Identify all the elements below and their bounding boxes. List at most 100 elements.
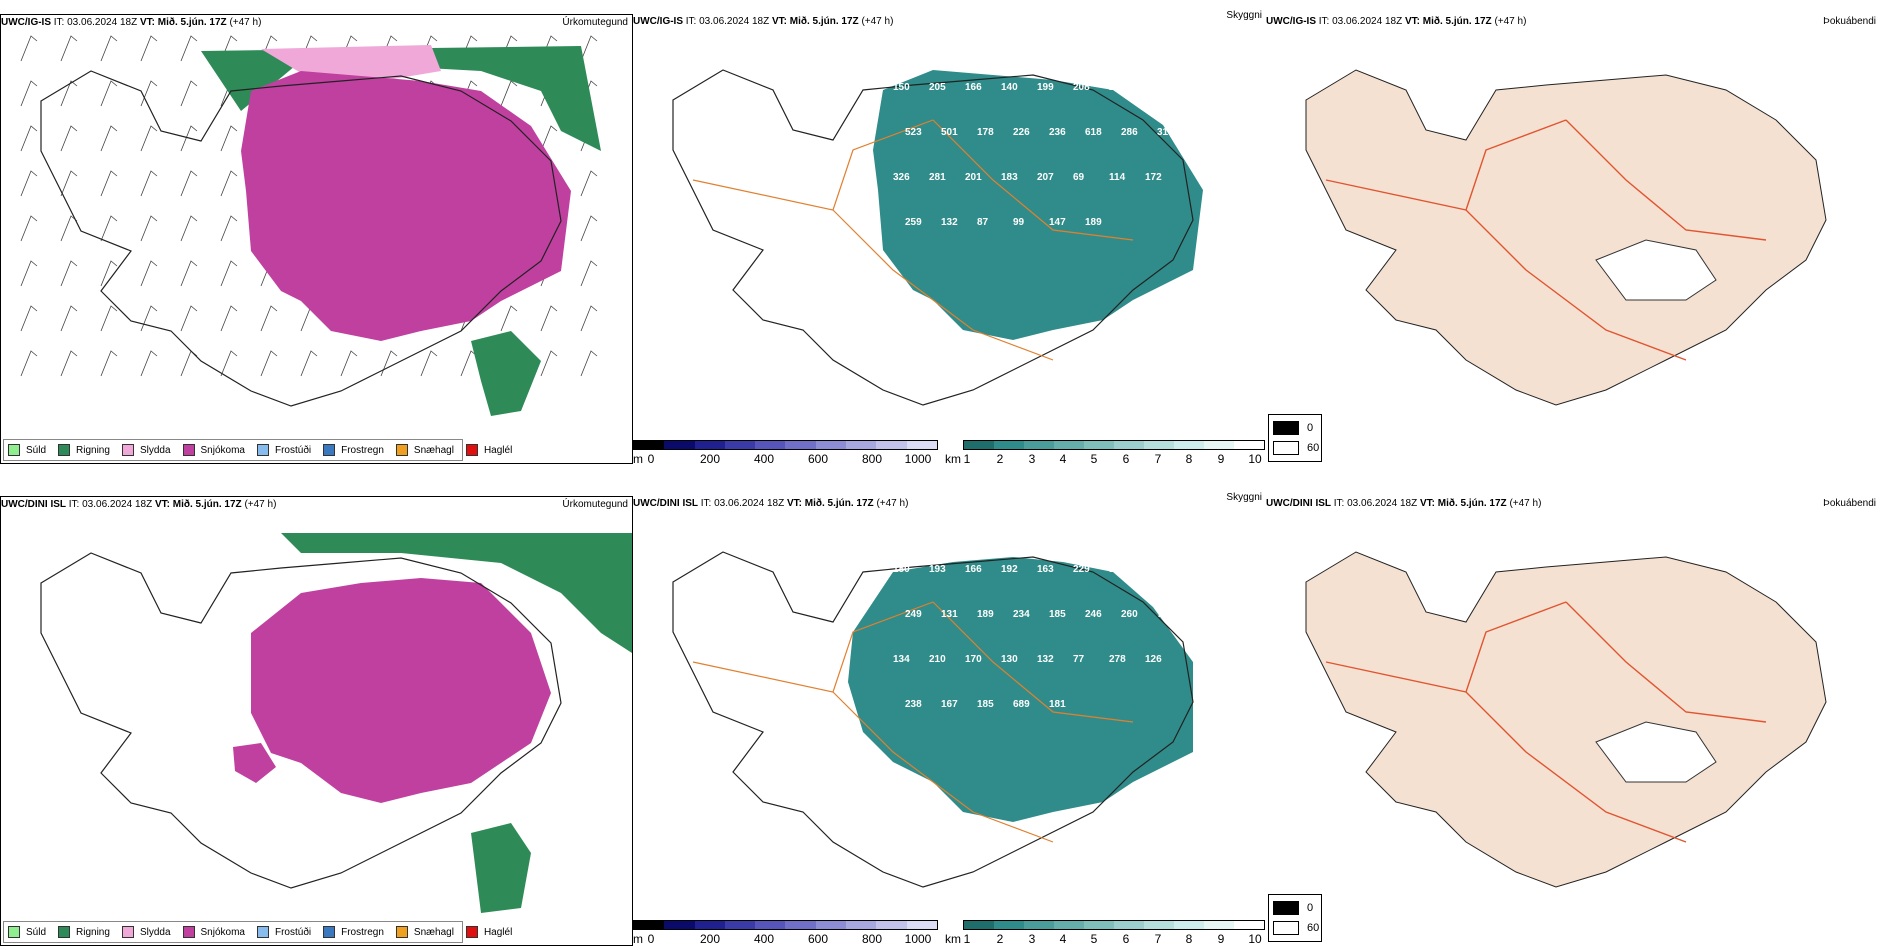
vis-label: 205 <box>929 82 946 93</box>
wind-barb <box>60 125 78 152</box>
visibility-labels: 150 205 166 140 199 208 210 472 523 501 178 226 236 6… <box>893 82 1174 228</box>
vis-tick: 7 <box>1154 452 1162 466</box>
fog-panel-top: UWC/IG-IS IT: 03.06.2024 18Z VT: Mið. 5.… <box>1266 14 1900 464</box>
wind-barb <box>500 80 518 107</box>
valid-label: VT: <box>771 16 787 27</box>
wind-barb <box>20 35 38 62</box>
vis-tick: 4 <box>1059 932 1067 946</box>
legend-item: Haglél <box>465 926 512 938</box>
wind-barb <box>20 260 38 287</box>
vis-tick: 10 <box>1248 452 1262 466</box>
valid-time: Mið. 5.jún. 17Z <box>1422 16 1492 27</box>
vis-label: 150 <box>893 82 910 93</box>
legend-item: Slydda <box>121 926 171 938</box>
wind-barb <box>100 260 118 287</box>
wind-barb <box>540 305 558 332</box>
model-name: UWC/DINI ISL <box>1266 498 1331 509</box>
wind-barb <box>180 305 198 332</box>
vis-label: 260 <box>1121 609 1138 620</box>
coastline <box>672 69 1194 406</box>
wind-barb <box>60 35 78 62</box>
wind-barb <box>340 350 358 377</box>
panel-title: Úrkomutegund <box>562 499 628 510</box>
wind-barb <box>260 350 278 377</box>
vis-unit: km <box>945 932 961 946</box>
vis-label: 192 <box>1001 564 1018 575</box>
wind-barb <box>180 35 198 62</box>
vis-label: 163 <box>1037 564 1054 575</box>
height-tick: 800 <box>861 932 883 946</box>
wind-barb <box>180 125 198 152</box>
vis-label: 147 <box>1049 217 1066 228</box>
vis-label: 326 <box>893 172 910 183</box>
valid-time: Mið. 5.jún. 17Z <box>789 16 859 27</box>
vis-label: 185 <box>1049 609 1066 620</box>
vis-label: 501 <box>941 127 958 138</box>
visibility-map: 150 205 166 140 199 208 210 472 523 501 178 226 236 6… <box>672 69 1203 406</box>
wind-barb <box>180 80 198 107</box>
vis-strip <box>963 440 1265 450</box>
vis-label: 131 <box>941 609 958 620</box>
vis-label: 87 <box>977 217 989 228</box>
snow-area <box>251 578 551 803</box>
vis-tick: 9 <box>1217 452 1225 466</box>
model-name: UWC/DINI ISL <box>1 499 66 510</box>
fog-map <box>1305 551 1827 888</box>
wind-barb <box>220 215 238 242</box>
visibility-map: 180 193 166 192 163 229 160 188 249 131 189 234 185 2… <box>672 551 1194 888</box>
legend-item: Rigning <box>58 926 110 938</box>
vis-label: 208 <box>1073 82 1090 93</box>
wind-barb <box>540 350 558 377</box>
vis-label: 166 <box>965 82 982 93</box>
vis-tick: 9 <box>1217 932 1225 946</box>
precip-type-panel-bottom: UWC/DINI ISL IT: 03.06.2024 18Z VT: Mið.… <box>0 496 633 946</box>
vis-label: 130 <box>1001 654 1018 665</box>
fog-legend-top: 0 60 <box>1268 414 1322 462</box>
wind-barb <box>20 80 38 107</box>
wind-barb <box>60 80 78 107</box>
lead-time: (+47 h) <box>876 498 909 509</box>
vis-label: 249 <box>905 609 922 620</box>
wind-barb <box>60 305 78 332</box>
teal-area <box>848 557 1193 822</box>
legend-item: Frostregn <box>323 444 384 456</box>
wind-barb <box>140 215 158 242</box>
panel-header: UWC/IG-IS IT: 03.06.2024 18Z VT: Mið. 5.… <box>633 14 1266 30</box>
wind-barb <box>100 350 118 377</box>
wind-barb <box>180 260 198 287</box>
height-tick: 1000 <box>904 932 932 946</box>
wind-barb <box>540 125 558 152</box>
vis-label: 114 <box>1109 172 1126 183</box>
fog-legend-low: 0 <box>1307 902 1314 914</box>
wind-barb <box>580 35 598 62</box>
vis-label: 167 <box>941 699 958 710</box>
valid-time: Mið. 5.jún. 17Z <box>172 499 242 510</box>
fog-legend-bottom: 0 60 <box>1268 894 1322 942</box>
vis-label: 236 <box>1049 127 1066 138</box>
height-unit: m <box>633 452 643 466</box>
wind-barb <box>580 170 598 197</box>
vis-strip <box>963 920 1265 930</box>
height-tick: 400 <box>753 932 775 946</box>
vis-label: 472 <box>1145 82 1162 93</box>
vis-label: 160 <box>1109 564 1126 575</box>
vis-tick: 5 <box>1090 452 1098 466</box>
wind-barb <box>20 125 38 152</box>
valid-label: VT: <box>1404 16 1420 27</box>
snow-small <box>233 743 276 783</box>
visibility-labels: 180 193 166 192 163 229 160 188 249 131 189 234 185 2… <box>893 564 1169 710</box>
roads <box>692 119 1134 361</box>
height-tick: 600 <box>807 452 829 466</box>
vis-label: 185 <box>977 699 994 710</box>
lead-time: (+47 h) <box>1509 498 1542 509</box>
vis-tick: 3 <box>1028 932 1036 946</box>
vis-label: 140 <box>1001 82 1018 93</box>
precip-map <box>20 35 601 416</box>
height-unit: m <box>633 932 643 946</box>
vis-tick: 1 <box>963 452 971 466</box>
vis-tick: 5 <box>1090 932 1098 946</box>
visibility-colorbar-bottom: km 1 2 3 4 5 6 7 8 9 10 <box>945 920 1265 950</box>
roads <box>692 601 1134 843</box>
legend-item: Frostúði <box>256 444 311 456</box>
wind-barb <box>140 80 158 107</box>
